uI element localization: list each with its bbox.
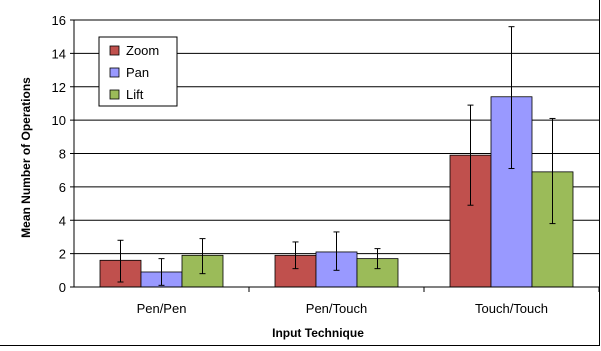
y-tick-label-12: 12 — [52, 80, 66, 95]
x-tick-label-2: Touch/Touch — [475, 301, 548, 316]
error-bar-lift-2 — [549, 117, 556, 225]
error-bars — [117, 26, 556, 286]
legend-swatch-zoom — [109, 45, 120, 56]
legend-swatch-pan — [109, 67, 120, 78]
x-axis-title: Input Technique — [272, 326, 364, 340]
error-bar-pan-1 — [333, 231, 340, 271]
y-tick-labels: 0 2 4 6 8 10 12 14 16 — [52, 13, 66, 295]
x-tick-label-0: Pen/Pen — [137, 301, 187, 316]
error-bar-zoom-2 — [467, 104, 474, 206]
y-tick-label-8: 8 — [59, 147, 66, 162]
error-bar-pan-2 — [508, 26, 515, 170]
legend-entry-zoom: Zoom — [109, 43, 159, 58]
legend-label-zoom: Zoom — [126, 43, 159, 58]
y-tick-label-16: 16 — [52, 13, 66, 28]
error-bar-zoom-1 — [292, 241, 299, 270]
error-bar-pan-0 — [158, 258, 165, 286]
y-tick-label-14: 14 — [52, 46, 66, 61]
y-tick-label-10: 10 — [52, 113, 66, 128]
legend-label-pan: Pan — [126, 65, 149, 80]
legend-entry-pan: Pan — [109, 65, 149, 80]
y-tick-label-2: 2 — [59, 247, 66, 262]
error-bar-lift-1 — [374, 248, 381, 270]
legend-entry-lift: Lift — [109, 87, 144, 102]
x-tick-label-1: Pen/Touch — [306, 301, 367, 316]
y-tick-label-6: 6 — [59, 180, 66, 195]
legend-swatch-lift — [109, 89, 120, 100]
axes — [70, 19, 600, 292]
error-bar-zoom-0 — [117, 239, 124, 283]
y-tick-label-0: 0 — [59, 280, 66, 295]
y-axis-title: Mean Number of Operations — [19, 77, 33, 238]
legend-label-lift: Lift — [126, 87, 144, 102]
x-tick-labels: Pen/Pen Pen/Touch Touch/Touch — [137, 301, 548, 316]
y-tick-label-4: 4 — [59, 213, 66, 228]
legend: Zoom Pan Lift — [98, 36, 178, 107]
error-bar-lift-0 — [199, 238, 206, 275]
